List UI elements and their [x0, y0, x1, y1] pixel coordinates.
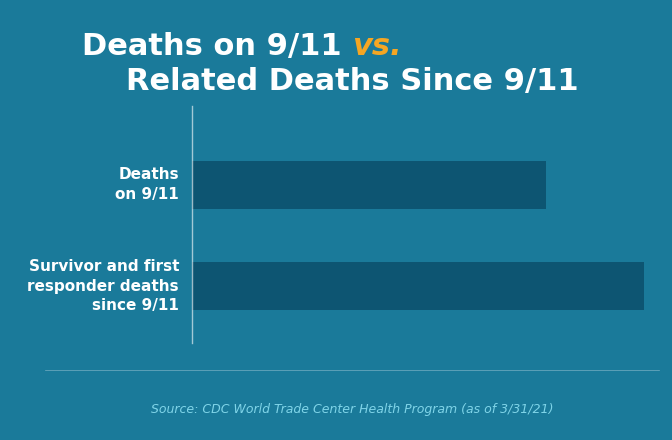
Text: Source: CDC World Trade Center Health Program (as of 3/31/21): Source: CDC World Trade Center Health Pr… [151, 403, 553, 416]
FancyBboxPatch shape [192, 161, 546, 209]
Text: Deaths on 9/11: Deaths on 9/11 [82, 32, 352, 61]
Text: Deaths
on 9/11: Deaths on 9/11 [116, 167, 179, 202]
Text: Related Deaths Since 9/11: Related Deaths Since 9/11 [126, 67, 578, 96]
FancyBboxPatch shape [192, 262, 644, 310]
Point [188, 103, 196, 108]
Point [188, 341, 196, 346]
Text: vs.: vs. [352, 32, 402, 61]
Text: Survivor and first
responder deaths
since 9/11: Survivor and first responder deaths sinc… [28, 259, 179, 313]
